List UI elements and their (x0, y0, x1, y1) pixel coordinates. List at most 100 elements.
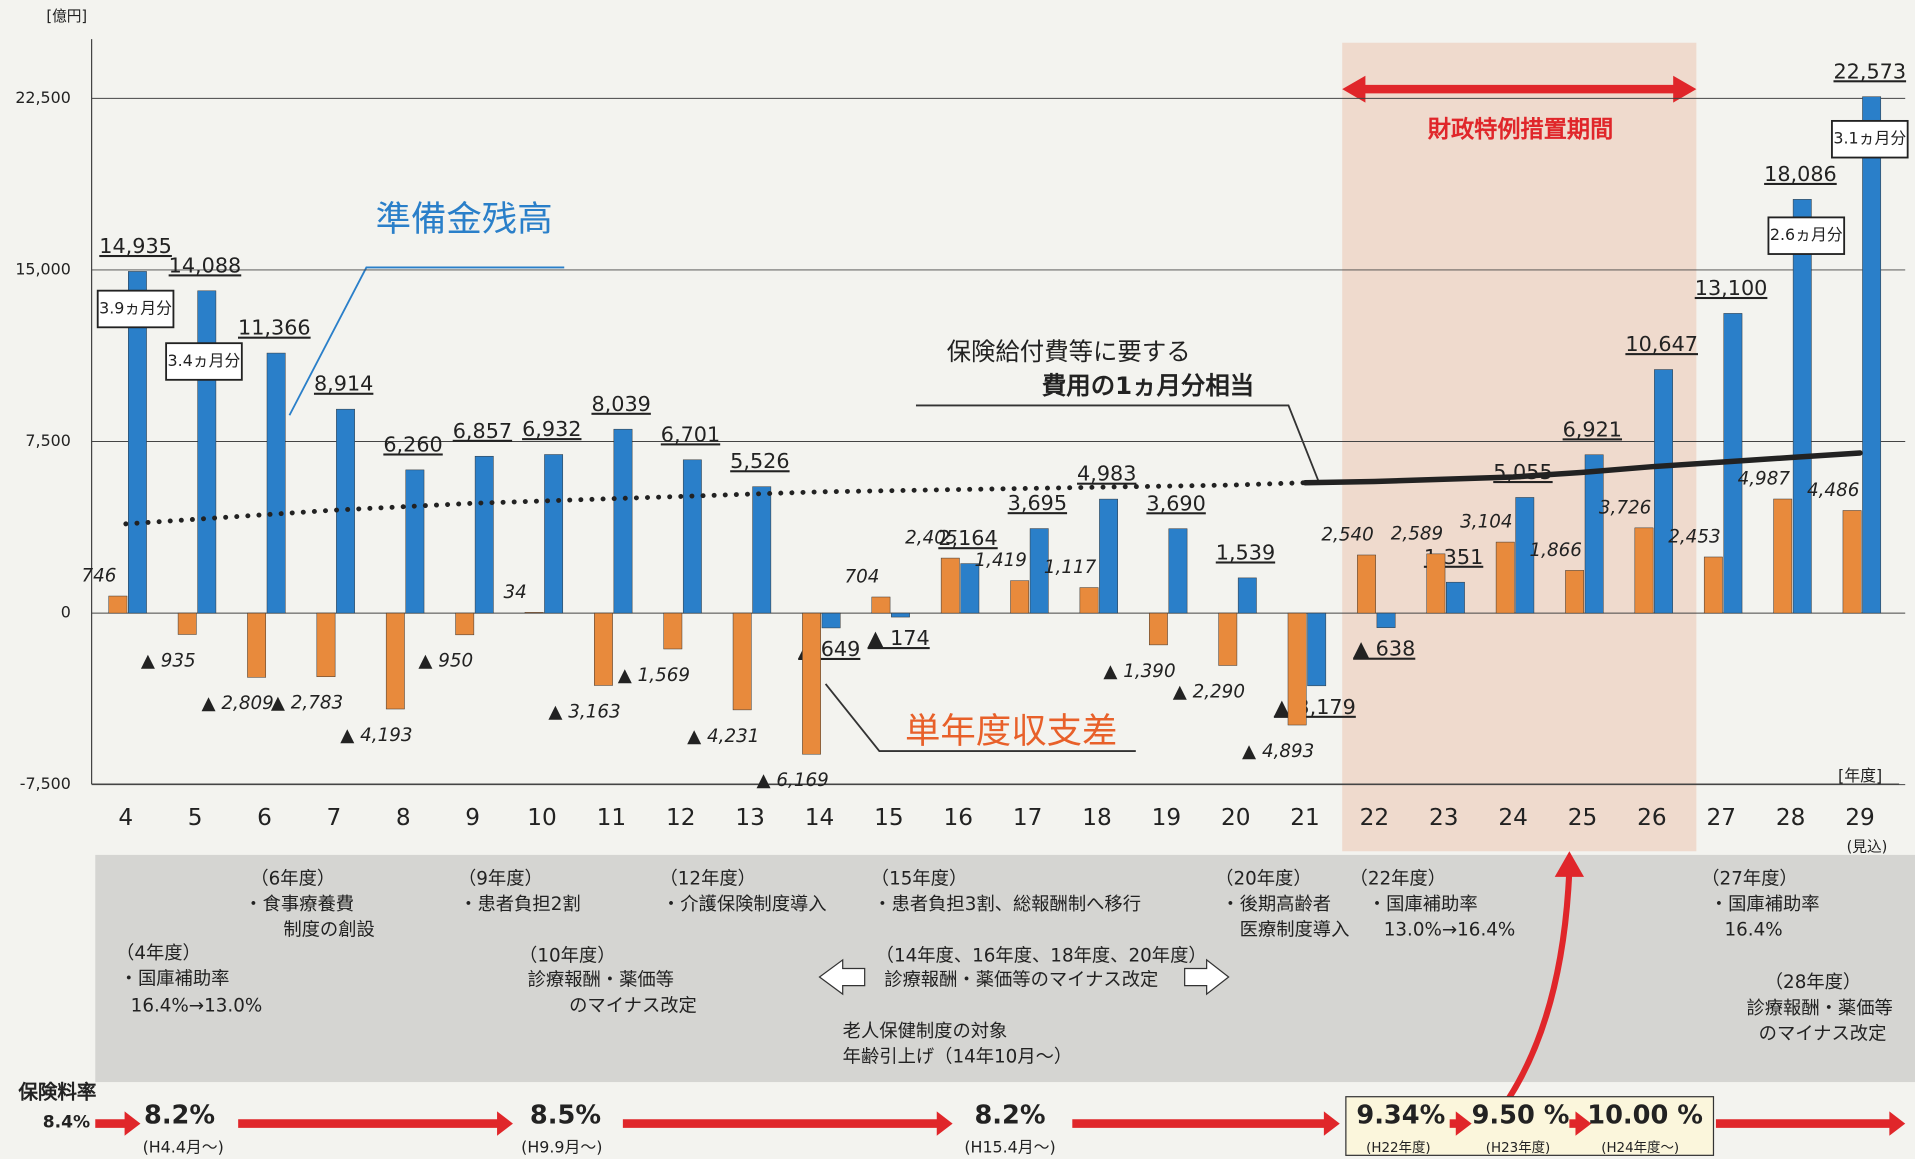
balance-bar (940, 557, 960, 614)
monthly-cost-line (1302, 450, 1863, 486)
reserve-bar (821, 612, 841, 629)
x-tick-label: 4 (118, 804, 133, 831)
reserve-value-label: 3,695 (1008, 491, 1067, 515)
y-tick-label: 22,500 (15, 88, 70, 107)
hollow-arrow-right (1184, 958, 1230, 996)
note-line: のマイナス改定 (1759, 1023, 1887, 1044)
x-tick-label: 16 (943, 804, 973, 831)
reserve-bar (960, 563, 980, 614)
note-line: 診療報酬・薬価等のマイナス改定 (884, 970, 1158, 991)
balance-bar (1495, 541, 1515, 614)
reserve-value-label: ▲ 638 (1353, 637, 1415, 661)
balance-bar (1703, 556, 1723, 614)
balance-value-label: ▲ 935 (141, 650, 196, 671)
balance-bar (1842, 510, 1862, 614)
line-leader (915, 404, 1320, 483)
reserve-bar (197, 290, 217, 614)
x-tick-label: 20 (1221, 804, 1251, 831)
x-tick-label: 24 (1498, 804, 1528, 831)
note-line: 年齢引上げ（14年10月～） (843, 1047, 1073, 1068)
reserve-bar (1584, 454, 1604, 614)
note-line: （9年度） (458, 868, 543, 889)
balance-bar (594, 612, 613, 686)
balance-value-label: ▲ 4,893 (1242, 741, 1314, 762)
monthly-cost-line (123, 480, 1308, 527)
x-tick-label: 7 (327, 804, 342, 831)
note-line: （27年度） (1701, 868, 1797, 889)
rate-title: 保険料率 (17, 1081, 96, 1104)
balance-bar (1357, 554, 1376, 614)
x-tick-label: 23 (1429, 804, 1459, 831)
balance-bar (1010, 580, 1030, 614)
reserve-value-label: 6,857 (453, 419, 512, 443)
y-tick-label: -7,500 (20, 774, 71, 793)
note-line: ・介護保険制度導入 (662, 894, 827, 915)
balance-bar (1565, 570, 1585, 614)
y-tick-label: 15,000 (15, 259, 70, 278)
balance-value-label: ▲ 1,569 (618, 665, 690, 686)
note-line: ・患者負担3割、総報酬制へ移行 (873, 894, 1141, 915)
rate-initial: 8.4% (43, 1112, 90, 1132)
note-line: 16.4% (1724, 920, 1782, 941)
curved-arrow (1505, 869, 1573, 1101)
month-ratio-box (165, 342, 243, 381)
rate-arrow-head (497, 1111, 513, 1136)
x-tick-label: 11 (597, 804, 627, 831)
balance-value-label: 1,419 (975, 550, 1027, 571)
reserve-bar (1237, 577, 1257, 614)
reserve-bar (1307, 612, 1327, 687)
note-line: （20年度） (1215, 868, 1311, 889)
x-tick-label: 19 (1152, 804, 1182, 831)
balance-bar (455, 612, 475, 636)
reserve-bar (544, 454, 564, 614)
note-line: ・国庫補助率 (1368, 894, 1478, 915)
period-arrow (1342, 75, 1697, 103)
y-tick-label: 7,500 (25, 431, 70, 450)
balance-bar (177, 612, 197, 635)
x-tick-label: 10 (527, 804, 557, 831)
note-line: （22年度） (1350, 868, 1446, 889)
balance-value-label: 3,726 (1599, 497, 1651, 518)
balance-value-label: ▲ 1,390 (1103, 661, 1175, 682)
note-line: のマイナス改定 (569, 995, 697, 1016)
rate-arrow-head (124, 1111, 141, 1136)
rate-arrow-head (1323, 1111, 1340, 1136)
note-line: 13.0%→16.4% (1384, 920, 1516, 941)
rate-value: 10.00 % (1587, 1100, 1703, 1130)
reserve-bar (1168, 528, 1188, 614)
x-tick-label: 8 (396, 804, 411, 831)
reserve-value-label: 14,088 (169, 253, 242, 277)
reserve-bar (752, 486, 772, 614)
balance-bar (732, 612, 752, 711)
reserve-bar (336, 408, 355, 614)
balance-value-label: ▲ 3,163 (548, 701, 620, 722)
reserve-bar (1376, 612, 1396, 628)
reserve-value-label: ▲ 174 (868, 626, 930, 650)
reserve-bar (1029, 528, 1049, 614)
balance-value-label: 746 (81, 565, 116, 586)
month-ratio: 3.4ヵ月分 (168, 351, 241, 370)
note-line: （12年度） (660, 868, 756, 889)
x-tick-label: 12 (666, 804, 696, 831)
reserve-bar (1446, 581, 1465, 614)
rate-from: (H22年度) (1366, 1140, 1431, 1156)
rate-value: 8.5% (530, 1100, 601, 1130)
x-tick-label: 13 (735, 804, 765, 831)
line-label: 保険給付費等に要する (947, 337, 1191, 366)
x-tick-label: 25 (1568, 804, 1598, 831)
reserve-value-label: 5,526 (730, 449, 789, 473)
x-tick-label: 9 (465, 804, 480, 831)
reserve-value-label: 11,366 (238, 316, 311, 340)
rate-value: 9.34% (1356, 1100, 1445, 1130)
note-line: （15年度） (871, 868, 967, 889)
balance-value-label: ▲ 2,809 (202, 693, 274, 714)
balance-leader (824, 683, 1136, 753)
note-line: 診療報酬・薬価等 (1746, 998, 1892, 1019)
note-line: ・食事療養費 (244, 894, 354, 915)
month-ratio: 3.9ヵ月分 (99, 298, 172, 317)
balance-value-label: 3,104 (1460, 512, 1512, 533)
reserve-bar (1862, 96, 1882, 614)
reserve-value-label: ▲ 3,179 (1274, 695, 1356, 719)
reserve-value-label: 14,935 (99, 234, 172, 258)
balance-value-label: ▲ 950 (418, 651, 473, 672)
